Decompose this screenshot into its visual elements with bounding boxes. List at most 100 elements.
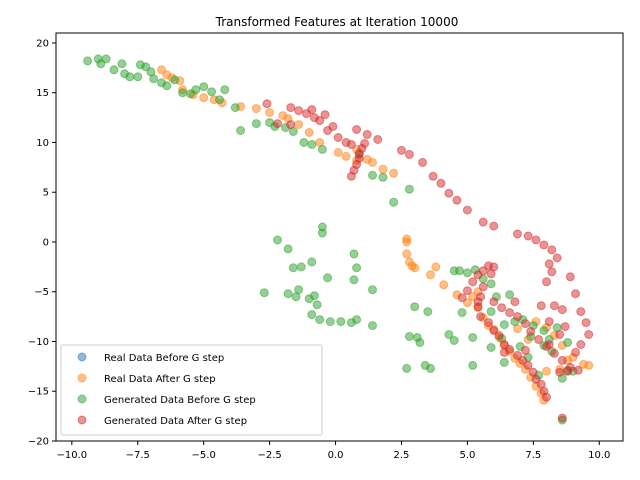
data-point <box>309 291 319 301</box>
legend-marker <box>77 394 87 404</box>
data-point <box>199 93 209 103</box>
data-point <box>486 343 496 352</box>
data-point <box>539 326 549 335</box>
data-point <box>307 140 317 149</box>
data-point <box>557 413 567 423</box>
data-point <box>439 280 449 290</box>
data-point <box>368 285 377 295</box>
data-point <box>536 301 546 311</box>
data-point <box>149 74 159 84</box>
data-point <box>539 240 549 250</box>
data-point <box>402 249 412 259</box>
data-point <box>191 85 201 95</box>
data-point <box>373 135 383 144</box>
data-point <box>315 315 325 325</box>
data-point <box>317 144 327 154</box>
data-point <box>542 392 551 402</box>
data-point <box>83 56 93 66</box>
data-point <box>265 108 275 118</box>
data-point <box>215 95 224 105</box>
data-point <box>389 197 399 207</box>
data-point <box>560 322 570 332</box>
x-tick-label: 10.0 <box>588 450 610 461</box>
data-point <box>259 288 269 298</box>
data-point <box>547 267 557 277</box>
data-point <box>478 282 488 292</box>
data-point <box>368 170 377 180</box>
data-point <box>523 360 533 370</box>
data-point <box>547 245 557 255</box>
x-tick-label: 2.5 <box>394 450 410 461</box>
data-point <box>296 262 306 272</box>
data-point <box>349 249 359 259</box>
x-tick-label: −10.0 <box>56 450 87 461</box>
data-point <box>307 257 317 267</box>
data-point <box>531 235 541 245</box>
y-tick-label: −10 <box>28 337 49 348</box>
data-point <box>368 321 377 331</box>
data-point <box>462 205 472 215</box>
data-point <box>526 327 536 336</box>
data-point <box>486 269 496 279</box>
data-point <box>499 357 509 367</box>
data-point <box>273 119 282 129</box>
data-point <box>230 103 240 113</box>
data-point <box>563 366 573 376</box>
data-point <box>489 297 499 307</box>
y-tick-label: 10 <box>36 138 49 149</box>
data-point <box>207 87 217 97</box>
data-point <box>584 360 594 370</box>
data-point <box>476 312 486 322</box>
data-point <box>557 305 567 315</box>
data-point <box>544 340 554 349</box>
data-point <box>513 312 522 322</box>
data-point <box>573 365 583 375</box>
data-point <box>544 317 554 327</box>
data-point <box>468 360 478 370</box>
data-point <box>333 147 343 157</box>
data-point <box>520 319 530 329</box>
data-point <box>444 188 454 198</box>
data-point <box>557 355 567 365</box>
data-point <box>294 120 304 130</box>
chart-title: Transformed Features at Iteration 10000 <box>215 15 459 29</box>
data-point <box>117 59 127 69</box>
data-point <box>510 297 520 307</box>
data-point <box>354 148 364 158</box>
data-point <box>513 229 522 239</box>
data-point <box>397 145 406 155</box>
data-point <box>555 330 565 339</box>
data-point <box>325 317 335 327</box>
x-tick-label: −7.5 <box>126 450 150 461</box>
data-point <box>262 99 272 109</box>
data-point <box>462 268 472 278</box>
data-point <box>415 338 425 347</box>
data-point <box>273 235 282 245</box>
data-point <box>283 244 293 254</box>
data-point <box>288 263 298 273</box>
x-tick-label: −5.0 <box>192 450 216 461</box>
data-point <box>368 157 377 167</box>
legend-item: Generated Data Before G step <box>77 394 256 406</box>
data-point <box>457 293 467 303</box>
legend-box <box>60 344 323 436</box>
data-point <box>346 140 356 149</box>
data-point <box>431 262 441 272</box>
x-tick-label: 7.5 <box>525 450 541 461</box>
data-point <box>426 270 435 280</box>
data-point <box>505 290 515 300</box>
data-point <box>404 184 414 194</box>
y-tick-label: 5 <box>43 188 49 199</box>
legend-marker <box>77 415 87 425</box>
data-point <box>170 75 180 85</box>
data-point <box>352 263 362 273</box>
legend: Real Data Before G step Real Data After G… <box>60 344 323 436</box>
data-point <box>220 85 230 95</box>
data-point <box>552 253 562 263</box>
data-point <box>505 308 515 318</box>
data-point <box>307 310 317 320</box>
data-point <box>549 348 559 358</box>
data-point <box>362 130 372 139</box>
data-point <box>199 82 209 92</box>
data-point <box>410 302 420 312</box>
